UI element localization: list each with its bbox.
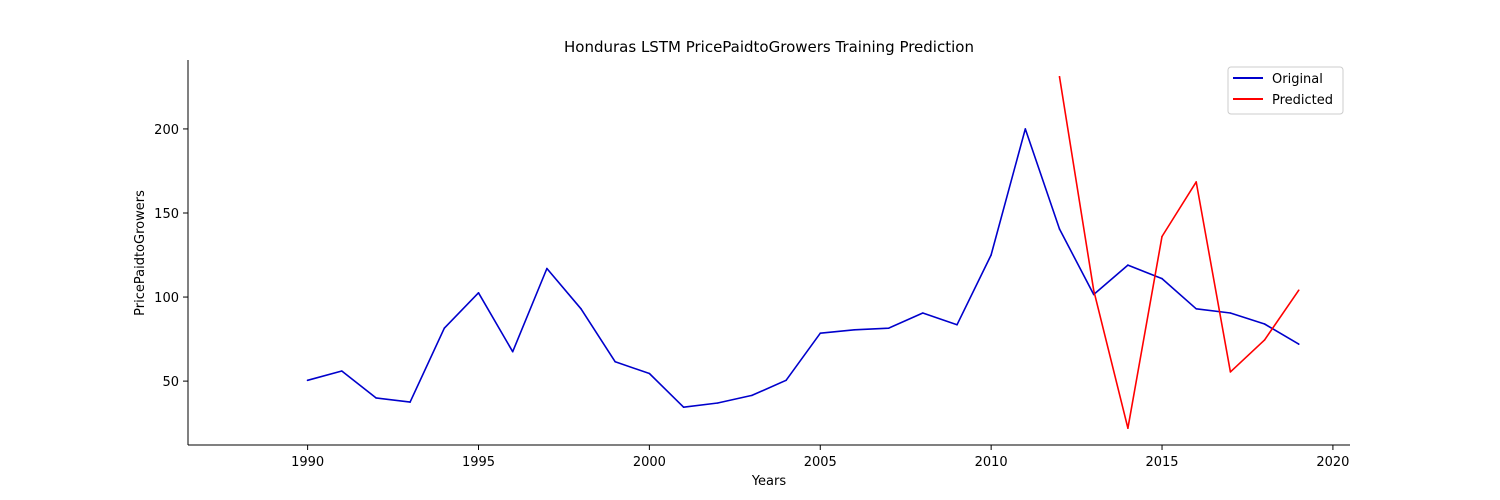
x-tick-label: 2015 <box>1145 455 1178 470</box>
data-point-predicted <box>1297 289 1300 292</box>
data-point-original <box>1058 228 1061 230</box>
data-point-predicted <box>1161 235 1163 238</box>
data-point-original <box>751 394 753 397</box>
data-point-original <box>1161 277 1163 280</box>
data-point-original <box>922 312 924 314</box>
data-point-original <box>956 324 958 326</box>
data-point-original <box>716 402 719 404</box>
data-point-predicted <box>1058 76 1061 78</box>
data-point-original <box>887 327 890 330</box>
series-line-predicted <box>1058 76 1300 430</box>
legend-label-original: Original <box>1272 72 1323 87</box>
data-point-original <box>409 401 411 403</box>
data-point-original <box>785 379 787 382</box>
data-point-predicted <box>1092 289 1095 292</box>
y-tick-label: 150 <box>154 207 179 222</box>
data-point-original <box>1195 308 1197 310</box>
legend-label-predicted: Predicted <box>1272 93 1333 108</box>
data-point-original <box>1263 323 1266 325</box>
y-tick-label: 50 <box>162 375 179 390</box>
x-tick-label: 2010 <box>975 455 1008 470</box>
data-point-original <box>511 350 514 353</box>
data-point-original <box>1297 343 1300 345</box>
data-point-original <box>648 372 651 375</box>
data-point-original <box>375 397 377 399</box>
data-point-original <box>580 308 582 310</box>
data-point-original <box>341 370 343 372</box>
series-group <box>306 76 1300 430</box>
data-point-original <box>443 327 446 330</box>
data-point-original <box>306 379 309 382</box>
data-point-original <box>819 332 822 335</box>
data-point-predicted <box>1263 339 1266 341</box>
y-axis-label: PricePaidtoGrowers <box>133 190 148 316</box>
data-point-original <box>682 406 685 409</box>
x-tick-label: 2020 <box>1316 455 1349 470</box>
data-point-original <box>990 254 992 256</box>
data-point-predicted <box>1127 427 1129 430</box>
data-point-predicted <box>1195 181 1197 183</box>
x-tick-label: 2005 <box>804 455 837 470</box>
x-ticks: 1990 1995 2000 2005 2010 2015 2020 <box>291 445 1349 470</box>
x-tick-label: 2000 <box>633 455 666 470</box>
legend: Original Predicted <box>1227 66 1344 115</box>
x-tick-label: 1995 <box>462 455 495 470</box>
y-tick-label: 100 <box>154 291 179 306</box>
y-tick-label: 200 <box>154 123 179 138</box>
data-point-original <box>477 292 480 294</box>
series-line-original <box>306 128 1300 409</box>
data-point-original <box>853 329 856 331</box>
data-point-original <box>614 361 616 363</box>
x-tick-label: 1990 <box>291 455 324 470</box>
x-axis-label: Years <box>751 474 787 489</box>
data-point-original <box>1229 312 1232 314</box>
chart-title: Honduras LSTM PricePaidtoGrowers Trainin… <box>564 38 974 56</box>
data-point-original <box>1024 128 1027 130</box>
data-point-predicted <box>1229 371 1232 373</box>
data-point-original <box>546 267 548 270</box>
y-ticks: 50 100 150 200 <box>154 123 188 390</box>
data-point-original <box>1127 264 1129 266</box>
